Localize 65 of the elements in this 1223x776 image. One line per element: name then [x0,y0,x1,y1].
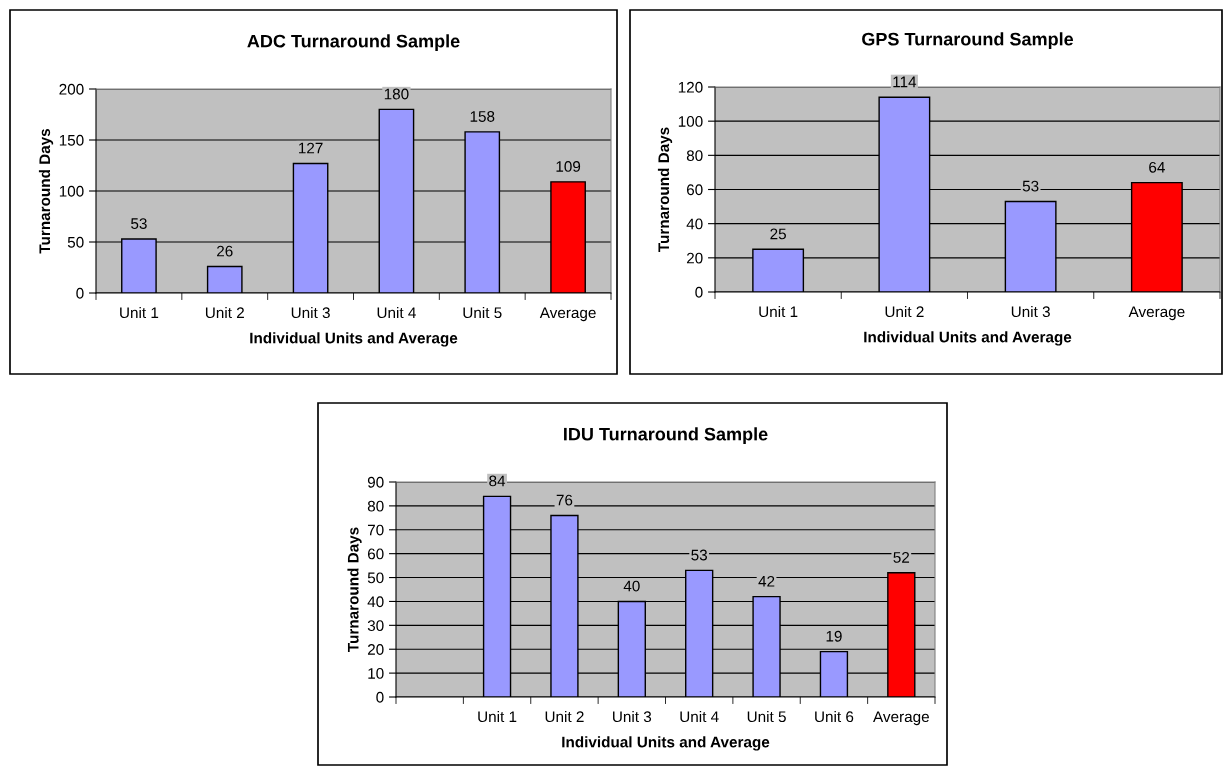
data-label: 53 [1022,180,1039,192]
x-tick-label: Unit 5 [463,306,502,319]
y-tick-label: 70 [367,524,384,536]
x-tick-label: Unit 6 [815,710,854,723]
x-tick-label: Unit 5 [747,710,786,723]
chart-title: GPS Turnaround Sample [862,32,1074,50]
y-tick-label: 50 [67,236,84,248]
x-tick-label: Unit 3 [291,306,330,319]
y-axis-title: Turnaround Days [347,527,362,652]
y-axis-title: Turnaround Days [657,127,673,252]
x-tick-label: Unit 3 [613,710,652,723]
y-axis-title: Turnaround Days [38,128,54,254]
x-tick-label: Unit 4 [680,710,719,723]
data-label: 53 [691,549,708,561]
x-tick-label: Average [1128,306,1185,321]
x-tick-label: Unit 4 [377,306,416,319]
y-tick-label: 50 [367,572,384,584]
y-tick-label: 30 [367,620,384,632]
y-tick-label: 0 [695,286,703,298]
data-label: 52 [893,551,910,563]
data-label: 40 [623,580,640,592]
data-label: 25 [770,228,786,240]
x-tick-label: Unit 3 [1011,305,1050,318]
data-label: 109 [556,161,581,172]
y-tick-label: 40 [367,596,384,608]
y-tick-label: 60 [367,548,384,560]
data-label: 42 [758,575,775,587]
y-tick-label: 0 [76,287,84,299]
x-axis-title: Individual Units and Average [864,331,1072,346]
data-label: 127 [299,142,323,154]
y-tick-label: 40 [686,218,703,230]
y-tick-label: 20 [686,252,703,264]
y-tick-label: 100 [59,185,84,197]
x-tick-label: Unit 1 [759,305,798,318]
data-label: 114 [893,76,917,88]
y-tick-label: 90 [367,476,384,488]
x-axis-title: Individual Units and Average [562,736,770,751]
data-label: 84 [489,475,506,487]
data-label: 26 [217,245,233,257]
data-label: 64 [1149,161,1165,173]
x-tick-label: Unit 2 [885,305,924,318]
y-tick-label: 120 [678,81,703,93]
y-tick-label: 0 [376,691,384,703]
y-tick-label: 10 [368,667,384,679]
y-tick-label: 20 [367,644,384,655]
y-tick-label: 80 [686,150,703,162]
y-tick-label: 100 [678,116,703,127]
x-tick-label: Unit 1 [120,306,159,319]
x-tick-label: Unit 1 [478,710,517,723]
y-tick-label: 60 [686,184,703,196]
data-label: 158 [470,111,495,122]
x-tick-label: Unit 2 [205,306,244,319]
data-label: 180 [384,88,409,100]
data-label: 53 [131,218,147,229]
x-tick-label: Average [539,307,596,322]
chart-title: ADC Turnaround Sample [247,34,460,52]
y-tick-label: 80 [367,500,384,512]
x-axis-title: Individual Units and Average [250,332,458,347]
data-label: 76 [556,494,573,506]
data-label: 19 [826,630,842,642]
x-tick-label: Average [873,711,929,726]
y-tick-label: 200 [59,83,84,95]
chart-title: IDU Turnaround Sample [564,427,768,445]
y-tick-label: 150 [59,134,84,146]
x-tick-label: Unit 2 [545,710,584,723]
